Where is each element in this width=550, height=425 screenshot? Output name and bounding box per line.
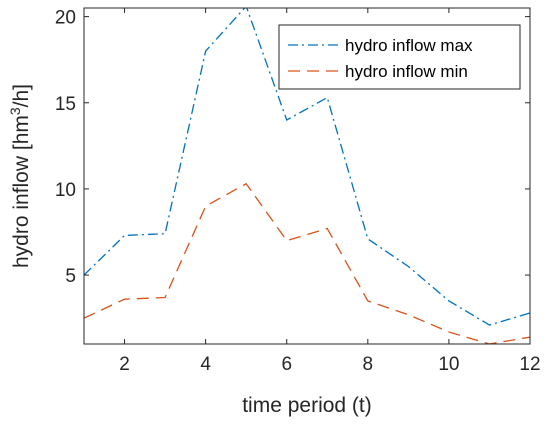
y-tick-label: 10: [55, 180, 76, 201]
x-tick-label: 6: [281, 354, 292, 375]
axes-box: [83, 7, 531, 345]
legend-box: [278, 24, 521, 90]
y-tick-label: 15: [55, 94, 76, 115]
y-tick-label: 20: [55, 8, 76, 29]
x-tick-label: 12: [519, 354, 540, 375]
y-axis-label: hydro inflow [hm3/h]: [7, 84, 33, 268]
x-tick-label: 2: [119, 354, 130, 375]
x-tick-label: 4: [200, 354, 211, 375]
x-tick-label: 8: [363, 354, 374, 375]
y-axis-label-tail: /h]: [10, 84, 33, 107]
y-axis-label-main: hydro inflow [hm: [10, 115, 33, 268]
series-line-min: [84, 182, 530, 344]
x-tick-label: 10: [438, 354, 459, 375]
y-axis-label-superscript: 3: [7, 107, 23, 115]
series-layer: [84, 8, 530, 344]
series-line-max: [84, 8, 530, 326]
legend-entry-label: hydro inflow min: [345, 62, 468, 81]
ticks-layer: 2 4 6 8 10 12 5 10 15 20: [55, 8, 541, 375]
legend-entry-label: hydro inflow max: [345, 36, 473, 55]
y-tick-label: 5: [65, 266, 76, 287]
x-axis-label: time period (t): [242, 394, 372, 417]
legend: hydro inflow max hydro inflow min: [278, 24, 521, 90]
